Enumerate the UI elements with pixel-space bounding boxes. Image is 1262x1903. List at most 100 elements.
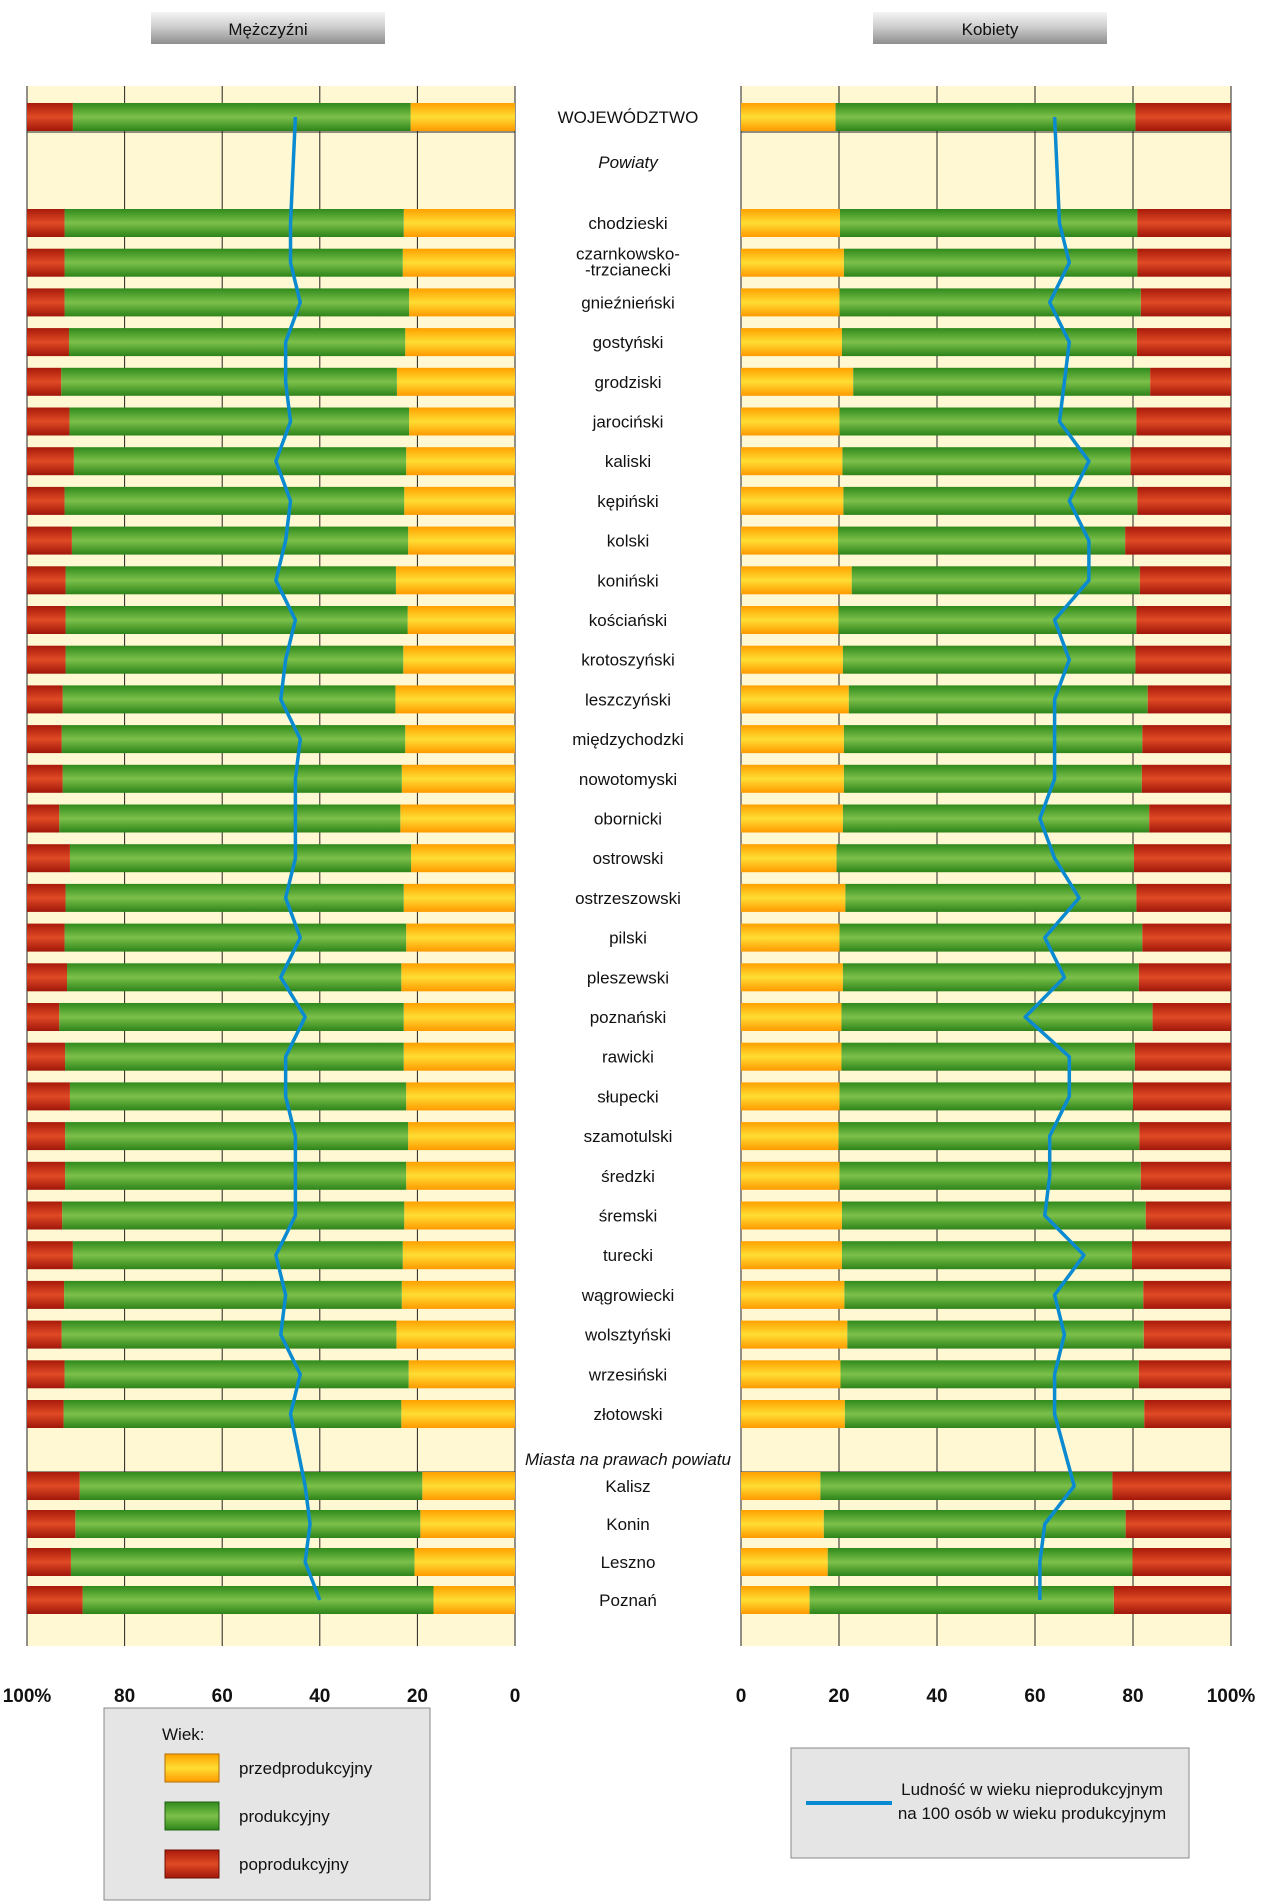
women-bar-poprodukcyjny <box>1135 645 1231 674</box>
women-bar-poprodukcyjny <box>1113 1586 1231 1614</box>
men-bar-przedprodukcyjny <box>420 1510 515 1538</box>
men-bar-przedprodukcyjny <box>403 209 515 237</box>
axis-ticks: 100% 80 60 40 20 0 0 20 40 60 80 100% <box>3 1686 1256 1707</box>
men-bar-produkcyjny <box>70 1548 415 1576</box>
women-tick-label: 0 <box>736 1686 747 1707</box>
men-bar-produkcyjny <box>75 1510 421 1538</box>
women-bar-poprodukcyjny <box>1133 1082 1231 1111</box>
women-bar-produkcyjny <box>836 844 1134 873</box>
women-bars <box>741 103 1231 1614</box>
women-bar-poprodukcyjny <box>1133 844 1231 873</box>
row-label: turecki <box>603 1246 653 1265</box>
men-bar-poprodukcyjny <box>27 1082 70 1111</box>
men-bar-produkcyjny <box>82 1586 434 1614</box>
women-bar-przedprodukcyjny <box>741 685 849 714</box>
men-tick-label: 0 <box>510 1686 521 1707</box>
men-bar-przedprodukcyjny <box>401 764 515 793</box>
men-bar-poprodukcyjny <box>27 288 65 317</box>
row-label: obornicki <box>594 810 662 829</box>
row-label: nowotomyski <box>579 770 677 789</box>
row-label: wągrowiecki <box>581 1286 675 1305</box>
men-bar-przedprodukcyjny <box>409 407 515 436</box>
women-bar-przedprodukcyjny <box>741 645 843 674</box>
women-bar-poprodukcyjny <box>1150 367 1231 396</box>
women-bar-przedprodukcyjny <box>741 1082 840 1111</box>
legend-label-poprodukcyjny: poprodukcyjny <box>239 1855 349 1874</box>
women-bar-poprodukcyjny <box>1144 1400 1231 1428</box>
women-bar-przedprodukcyjny <box>741 606 839 634</box>
women-bar-przedprodukcyjny <box>741 1122 839 1151</box>
women-bar-przedprodukcyjny <box>741 328 842 357</box>
row-label: leszczyński <box>585 690 671 709</box>
women-bar-poprodukcyjny <box>1139 1122 1231 1151</box>
men-bar-przedprodukcyjny <box>408 526 515 555</box>
men-bar-przedprodukcyjny <box>395 566 515 595</box>
men-bar-poprodukcyjny <box>27 1586 83 1614</box>
men-bar-poprodukcyjny <box>27 486 65 515</box>
row-label: międzychodzki <box>572 730 684 749</box>
row-label: wolsztyński <box>584 1326 671 1345</box>
men-bar-przedprodukcyjny <box>406 1161 515 1190</box>
women-bar-poprodukcyjny <box>1136 883 1231 912</box>
row-label: kolski <box>607 532 650 551</box>
men-tick-label: 80 <box>114 1686 135 1707</box>
row-label: Kalisz <box>605 1477 650 1496</box>
men-bar-poprodukcyjny <box>27 606 66 634</box>
women-bar-przedprodukcyjny <box>741 288 840 317</box>
men-bar-produkcyjny <box>65 1042 404 1071</box>
men-bar-przedprodukcyjny <box>402 248 515 277</box>
men-bar-produkcyjny <box>62 764 402 793</box>
row-label: średzki <box>601 1167 655 1186</box>
women-bar-produkcyjny <box>841 1241 1133 1270</box>
women-bar-przedprodukcyjny <box>741 248 844 277</box>
row-label: Poznań <box>599 1591 657 1610</box>
women-bar-przedprodukcyjny <box>741 1586 810 1614</box>
women-bar-produkcyjny <box>841 1003 1153 1031</box>
men-tick-label: 60 <box>212 1686 233 1707</box>
men-bar-produkcyjny <box>61 1320 397 1349</box>
men-bar-przedprodukcyjny <box>406 1082 515 1111</box>
women-bar-poprodukcyjny <box>1145 1201 1231 1230</box>
women-bar-poprodukcyjny <box>1147 685 1231 714</box>
men-bar-poprodukcyjny <box>27 367 62 396</box>
women-bar-przedprodukcyjny <box>741 804 843 833</box>
women-bar-przedprodukcyjny <box>741 1472 821 1500</box>
men-bar-produkcyjny <box>65 566 396 595</box>
men-bar-poprodukcyjny <box>27 1320 62 1349</box>
men-bar-produkcyjny <box>65 883 404 912</box>
men-bar-poprodukcyjny <box>27 407 70 436</box>
women-bar-produkcyjny <box>839 407 1137 436</box>
women-bar-przedprodukcyjny <box>741 725 844 754</box>
legend-label-produkcyjny: produkcyjny <box>239 1807 330 1826</box>
men-bar-przedprodukcyjny <box>395 685 515 714</box>
women-bar-przedprodukcyjny <box>741 566 852 595</box>
men-bar-produkcyjny <box>62 685 396 714</box>
row-label: Leszno <box>601 1553 656 1572</box>
men-bar-poprodukcyjny <box>27 764 63 793</box>
women-bar-poprodukcyjny <box>1138 1360 1231 1389</box>
men-bar-przedprodukcyjny <box>401 1400 515 1428</box>
women-bar-przedprodukcyjny <box>741 844 837 873</box>
row-label: WOJEWÓDZTWO <box>558 108 699 127</box>
women-bar-przedprodukcyjny <box>741 209 840 237</box>
men-bar-produkcyjny <box>72 1241 403 1270</box>
men-bar-produkcyjny <box>61 725 406 754</box>
women-bar-przedprodukcyjny <box>741 1003 842 1031</box>
women-bar-produkcyjny <box>840 1360 1139 1389</box>
men-bar-produkcyjny <box>64 1360 409 1389</box>
row-label: pilski <box>609 929 647 948</box>
women-bar-poprodukcyjny <box>1142 725 1231 754</box>
men-bar-produkcyjny <box>64 1280 402 1309</box>
women-bar-produkcyjny <box>842 645 1136 674</box>
men-tick-label: 100% <box>3 1686 52 1707</box>
women-tick-label: 100% <box>1207 1686 1256 1707</box>
women-header-box <box>873 12 1107 44</box>
men-bar-produkcyjny <box>72 103 411 131</box>
women-header-label: Kobiety <box>962 20 1019 39</box>
row-label: koniński <box>597 571 658 590</box>
men-bar-poprodukcyjny <box>27 526 72 555</box>
men-bar-poprodukcyjny <box>27 1161 66 1190</box>
men-bar-poprodukcyjny <box>27 1201 63 1230</box>
men-bar-przedprodukcyjny <box>410 103 515 131</box>
row-label: kępiński <box>597 492 658 511</box>
